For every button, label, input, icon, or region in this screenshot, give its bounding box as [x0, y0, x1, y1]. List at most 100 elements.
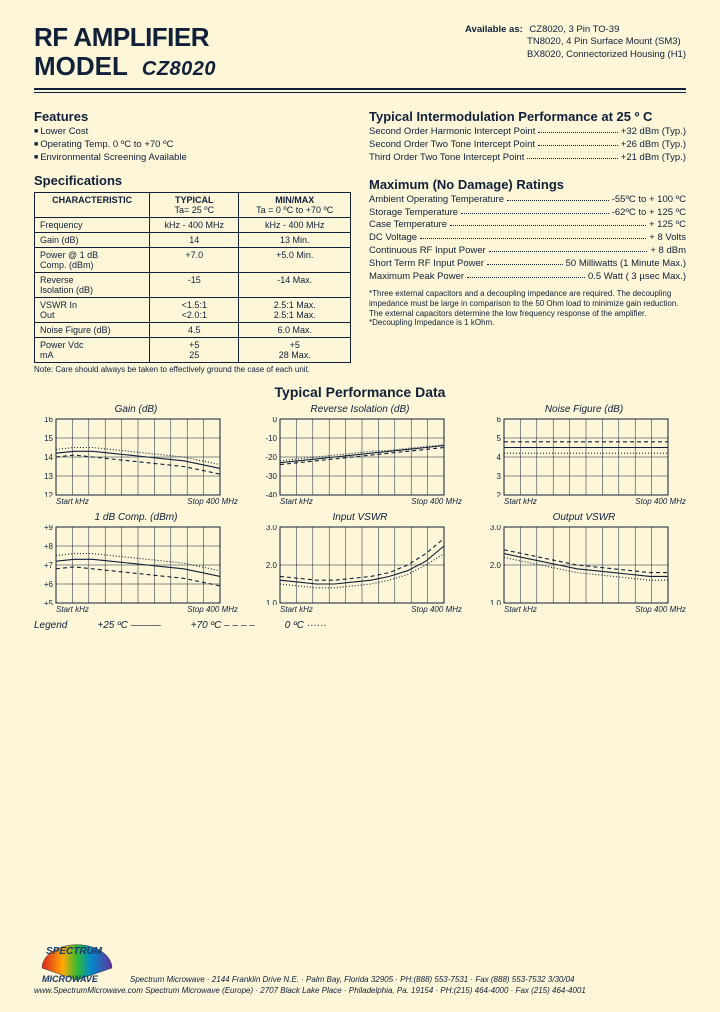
available-item: BX8020, Connectorized Housing (H1) [465, 49, 686, 61]
svg-text:0: 0 [273, 417, 278, 424]
dotline-value: -55ºC to + 100 ºC [612, 194, 686, 207]
svg-text:15: 15 [44, 434, 53, 443]
spec-cell: Frequency [35, 217, 150, 232]
chart-foot: Start kHzStop 400 MHz [34, 497, 238, 506]
dotline-value: +26 dBm (Typ.) [621, 139, 686, 152]
dotline-value: -62ºC to + 125 ºC [612, 207, 686, 220]
dotline-label: Second Order Two Tone Intercept Point [369, 139, 535, 152]
svg-text:4: 4 [497, 453, 502, 462]
footer: SPECTRUM MICROWAVE Spectrum Microwave · … [34, 940, 686, 996]
model-code: CZ8020 [142, 58, 216, 81]
chart-title: Output VSWR [482, 512, 686, 523]
available-block: Available as: CZ8020, 3 Pin TO-39TN8020,… [465, 24, 686, 82]
spec-cell: +5 25 [150, 337, 239, 362]
header: RF AMPLIFIER MODEL CZ8020 Available as: … [34, 24, 686, 82]
spec-row: Power Vdc mA+5 25+5 28 Max. [35, 337, 351, 362]
chart-start-label: Start kHz [482, 605, 537, 614]
intermod-heading: Typical Intermodulation Performance at 2… [369, 109, 686, 124]
chart: Input VSWR1.02.03.0Start kHzStop 400 MHz [258, 512, 462, 614]
spec-cell: +7.0 [150, 247, 239, 272]
spec-cell: Gain (dB) [35, 232, 150, 247]
footer-line2: www.SpectrumMicrowave.com Spectrum Micro… [34, 986, 686, 996]
right-column: Typical Intermodulation Performance at 2… [369, 101, 686, 373]
dotline-dots [538, 126, 617, 133]
chart-svg: 1.02.03.0 [482, 525, 686, 605]
chart-stop-label: Stop 400 MHz [411, 605, 462, 614]
available-item: CZ8020, 3 Pin TO-39 [525, 24, 619, 35]
svg-text:+9: +9 [44, 525, 54, 532]
svg-text:2.0: 2.0 [266, 561, 278, 570]
features-list: Lower CostOperating Temp. 0 ºC to +70 ºC… [34, 126, 351, 164]
spec-head-typ-t: TYPICAL [155, 195, 233, 205]
dotline-label: Storage Temperature [369, 207, 458, 220]
spec-cell: Power @ 1 dB Comp. (dBm) [35, 247, 150, 272]
spec-cell: 2.5:1 Max. 2.5:1 Max. [239, 297, 351, 322]
dotline-value: 50 Milliwatts (1 Minute Max.) [566, 258, 686, 271]
header-rule-thick [34, 88, 686, 90]
dotline-label: Maximum Peak Power [369, 271, 464, 284]
chart-foot: Start kHzStop 400 MHz [34, 605, 238, 614]
dotline-value: + 8 Volts [649, 232, 686, 245]
spec-row: Reverse Isolation (dB)-15-14 Max. [35, 272, 351, 297]
chart-svg: 1213141516 [34, 417, 238, 497]
feature-item: Environmental Screening Available [34, 152, 351, 165]
chart: Gain (dB)1213141516Start kHzStop 400 MHz [34, 404, 238, 506]
spec-cell: 6.0 Max. [239, 322, 351, 337]
svg-text:-30: -30 [265, 472, 277, 481]
dotline-dots [527, 152, 617, 159]
charts-grid: Gain (dB)1213141516Start kHzStop 400 MHz… [34, 404, 686, 614]
chart: 1 dB Comp. (dBm)+5+6+7+8+9Start kHzStop … [34, 512, 238, 614]
spec-cell: +5.0 Min. [239, 247, 351, 272]
spec-cell: 13 Min. [239, 232, 351, 247]
svg-text:3.0: 3.0 [266, 525, 278, 532]
features-heading: Features [34, 109, 351, 124]
spec-cell: kHz - 400 MHz [150, 217, 239, 232]
legend-0: 0 ºC ······ [285, 620, 327, 631]
chart-title: Gain (dB) [34, 404, 238, 415]
spec-cell: 4.5 [150, 322, 239, 337]
legend-25: +25 ºC ——— [97, 620, 160, 631]
dotline-dots [461, 207, 609, 214]
brand-logo: SPECTRUM MICROWAVE [34, 940, 120, 986]
fineprint: *Three external capacitors and a decoupl… [369, 289, 686, 327]
spec-cell: VSWR In Out [35, 297, 150, 322]
dotline-label: Second Order Harmonic Intercept Point [369, 126, 535, 139]
legend-70: +70 ºC – – – – [191, 620, 255, 631]
svg-text:+8: +8 [44, 542, 54, 551]
spec-head-mm-t: MIN/MAX [244, 195, 345, 205]
chart-title: 1 dB Comp. (dBm) [34, 512, 238, 523]
spec-cell: +5 28 Max. [239, 337, 351, 362]
title-block: RF AMPLIFIER MODEL CZ8020 [34, 24, 216, 82]
chart-svg: 23456 [482, 417, 686, 497]
svg-text:14: 14 [44, 453, 53, 462]
title-line2: MODEL [34, 51, 128, 82]
spec-cell: Power Vdc mA [35, 337, 150, 362]
svg-text:13: 13 [44, 472, 53, 481]
chart-stop-label: Stop 400 MHz [411, 497, 462, 506]
header-rule-thin [34, 92, 686, 93]
feature-item: Operating Temp. 0 ºC to +70 ºC [34, 139, 351, 152]
spec-head-mm: MIN/MAX Ta = 0 ºC to +70 ºC [239, 192, 351, 217]
dotline-row: Case Temperature+ 125 ºC [369, 219, 686, 232]
dotline-value: +21 dBm (Typ.) [621, 152, 686, 165]
svg-text:-20: -20 [265, 453, 277, 462]
available-item: TN8020, 4 Pin Surface Mount (SM3) [465, 36, 686, 48]
spec-row: Noise Figure (dB)4.56.0 Max. [35, 322, 351, 337]
dotline-label: Short Term RF Input Power [369, 258, 484, 271]
svg-text:3.0: 3.0 [490, 525, 502, 532]
chart-foot: Start kHzStop 400 MHz [482, 497, 686, 506]
dotline-row: Maximum Peak Power0.5 Watt ( 3 µsec Max.… [369, 271, 686, 284]
spec-cell: 14 [150, 232, 239, 247]
chart-start-label: Start kHz [258, 497, 313, 506]
feature-item: Lower Cost [34, 126, 351, 139]
dotline-row: DC Voltage+ 8 Volts [369, 232, 686, 245]
dotline-row: Short Term RF Input Power 50 Milliwatts (… [369, 258, 686, 271]
dotline-label: Case Temperature [369, 219, 447, 232]
specs-note: Note: Care should always be taken to eff… [34, 365, 351, 374]
chart-svg: 1.02.03.0 [258, 525, 462, 605]
chart-start-label: Start kHz [34, 497, 89, 506]
chart-start-label: Start kHz [482, 497, 537, 506]
left-column: Features Lower CostOperating Temp. 0 ºC … [34, 101, 351, 373]
brand-text2: MICROWAVE [42, 974, 99, 984]
dotline-dots [507, 194, 609, 201]
